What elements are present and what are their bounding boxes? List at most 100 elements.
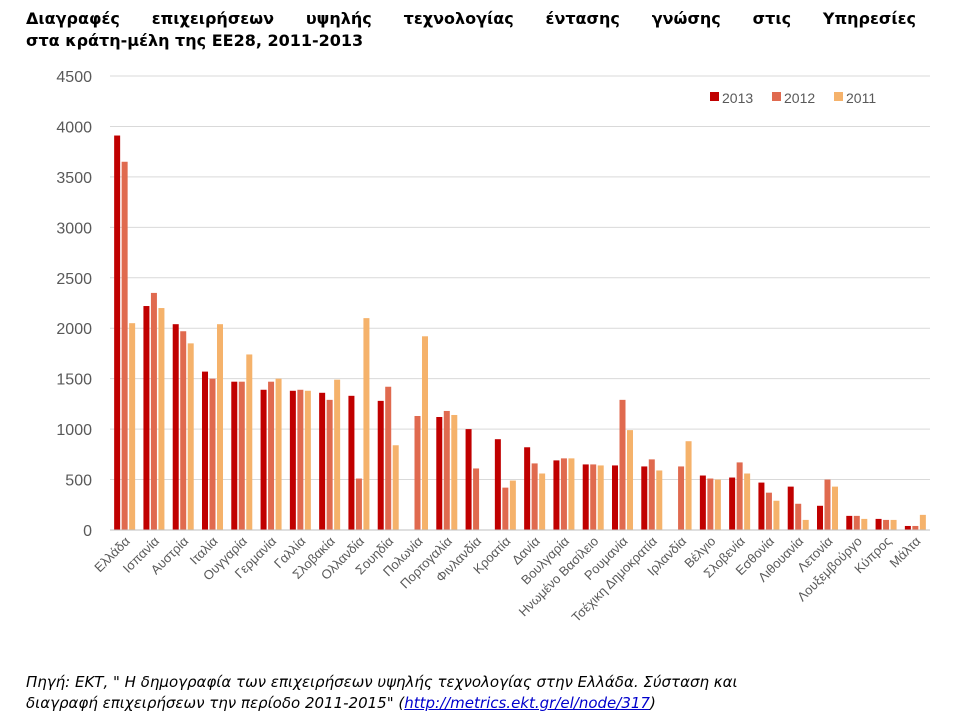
bar-2012-25 (853, 515, 860, 530)
chart-title-line-2: στα κράτη-μέλη της ΕΕ28, 2011-2013 (26, 31, 364, 50)
bar-2012-17 (619, 399, 626, 530)
bar-2012-24 (824, 479, 831, 530)
bar-2011-19 (685, 441, 692, 530)
chart-title: Διαγραφές επιχειρήσεων υψηλής τεχνολογία… (26, 8, 916, 52)
y-tick-label: 3500 (56, 170, 92, 187)
bar-2013-14 (524, 447, 531, 530)
bar-2012-6 (297, 389, 304, 530)
bar-2013-24 (817, 505, 823, 530)
bar-2012-16 (590, 464, 597, 530)
bar-2013-20 (699, 475, 706, 530)
bar-2012-12 (473, 468, 480, 530)
bar-2011-0 (129, 323, 136, 530)
bar-2011-26 (890, 519, 897, 530)
bar-2013-11 (436, 417, 443, 530)
bar-2011-6 (304, 390, 311, 530)
bar-2012-21 (736, 462, 743, 530)
bar-2013-13 (494, 439, 501, 530)
y-tick-label: 0 (83, 523, 92, 540)
bar-2013-25 (846, 515, 853, 530)
y-tick-label: 3000 (56, 220, 92, 237)
bar-2011-7 (334, 379, 341, 530)
bar-2012-13 (502, 487, 509, 530)
bar-2012-9 (385, 386, 392, 530)
bar-2013-21 (729, 477, 736, 530)
y-axis-ticks: 0 500 1000 1500 2000 2500 3000 3500 4000 4500 (56, 69, 92, 540)
bar-2011-9 (392, 445, 399, 530)
bar-2011-2 (187, 343, 194, 530)
bar-2013-12 (465, 429, 472, 530)
chart-title-line-1: Διαγραφές επιχειρήσεων υψηλής τεχνολογία… (26, 9, 916, 28)
bar-2011-8 (363, 318, 370, 530)
bar-2013-2 (172, 324, 179, 530)
legend-swatch-2012 (772, 92, 781, 101)
bar-2013-16 (582, 464, 589, 530)
bar-2012-19 (678, 466, 685, 530)
bar-2012-23 (795, 503, 802, 530)
bar-2013-6 (289, 390, 296, 530)
bar-2011-17 (627, 430, 633, 530)
bar-2012-22 (765, 492, 772, 530)
bar-2013-1 (143, 306, 150, 530)
bar-2011-21 (744, 473, 751, 530)
bar-2012-18 (648, 459, 655, 530)
bar-2012-15 (560, 458, 567, 530)
bar-2013-4 (231, 381, 238, 530)
bar-2012-4 (238, 381, 245, 530)
bar-2013-0 (114, 135, 121, 530)
legend: 2013 2012 2011 (710, 90, 876, 106)
bar-2011-25 (861, 518, 868, 530)
bar-2011-18 (656, 470, 663, 530)
bar-2013-8 (348, 395, 355, 530)
bar-2013-17 (612, 465, 618, 530)
legend-swatch-2011 (834, 92, 843, 101)
y-tick-label: 500 (65, 473, 92, 490)
bar-2013-22 (758, 482, 765, 530)
bar-2011-27 (919, 514, 926, 530)
bar-2012-11 (443, 410, 450, 530)
bar-2012-2 (180, 331, 187, 530)
bar-2011-1 (158, 308, 165, 530)
y-tick-label: 1000 (56, 422, 92, 439)
bar-2012-10 (414, 415, 421, 530)
y-tick-label: 4500 (56, 69, 92, 86)
bar-2011-15 (568, 458, 575, 530)
bar-2013-9 (377, 400, 384, 530)
y-tick-label: 1500 (56, 372, 92, 389)
bar-chart: 0 500 1000 1500 2000 2500 3000 3500 4000 4500 Ελλά… (56, 69, 930, 625)
bar-2012-7 (326, 399, 333, 530)
source-line-2-prefix: διαγραφή επιχειρήσεων την περίοδο 2011-2… (26, 694, 405, 712)
bar-2012-0 (121, 161, 128, 530)
bar-2012-1 (150, 292, 157, 530)
bar-2012-27 (912, 525, 919, 530)
source-line-2-suffix: ) (649, 694, 656, 712)
bar-2012-14 (531, 463, 538, 530)
bar-2013-27 (904, 525, 911, 530)
bar-2011-24 (832, 486, 838, 530)
bar-2012-26 (883, 519, 890, 530)
bar-2011-11 (451, 414, 458, 530)
bar-2011-4 (246, 354, 253, 530)
bar-2011-10 (422, 336, 428, 530)
bars (114, 135, 926, 530)
bar-2012-20 (707, 478, 714, 530)
bar-2013-15 (553, 460, 560, 530)
bar-2012-5 (268, 381, 275, 530)
y-tick-label: 2500 (56, 271, 92, 288)
bar-2011-20 (714, 479, 721, 530)
bar-2011-16 (597, 465, 604, 530)
legend-label-2012: 2012 (784, 90, 815, 106)
source-link[interactable]: http://metrics.ekt.gr/el/node/317 (404, 694, 650, 712)
legend-swatch-2013 (710, 92, 719, 101)
bar-2013-18 (641, 466, 648, 530)
bar-2011-5 (275, 378, 282, 530)
bar-2013-3 (202, 371, 208, 530)
bar-2011-3 (217, 324, 223, 530)
bar-2012-8 (355, 478, 362, 530)
bar-2011-14 (539, 473, 546, 530)
bar-2011-13 (509, 480, 516, 530)
bar-2013-26 (875, 518, 882, 530)
y-tick-label: 2000 (56, 321, 92, 338)
bar-2013-5 (260, 389, 267, 530)
x-category-label: Μάλτα (886, 533, 923, 570)
